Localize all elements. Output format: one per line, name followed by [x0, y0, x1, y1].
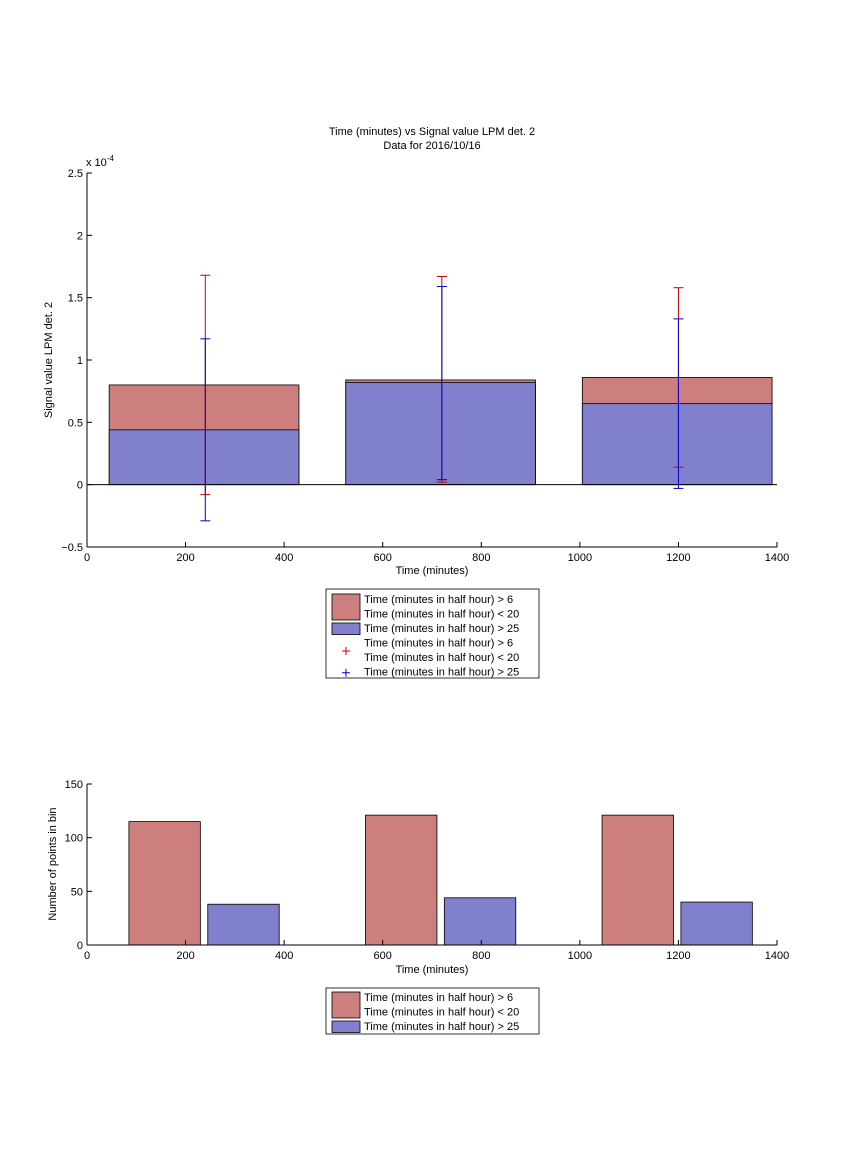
x-axis-label: Time (minutes)	[396, 964, 469, 976]
bar-series2	[680, 901, 753, 946]
x-tick-label: 200	[176, 950, 194, 962]
y-tick-label: 0	[77, 480, 83, 492]
bar-series2	[108, 429, 300, 486]
x-tick-label: 1200	[666, 552, 690, 564]
x-tick-label: 0	[84, 950, 90, 962]
legend-patch-series2	[331, 622, 361, 635]
legend-label: Time (minutes in half hour) > 25	[364, 1021, 519, 1033]
legend-box	[325, 987, 540, 1035]
x-axis-label: Time (minutes)	[396, 565, 469, 577]
legend-label: Time (minutes in half hour) > 6	[364, 638, 513, 650]
legend-patch-series2	[331, 1020, 361, 1033]
x-tick-label: 600	[374, 552, 392, 564]
y-exponent-base: x 10	[86, 157, 107, 169]
y-axis-label: Number of points in bin	[47, 807, 59, 920]
legend-patch-series1	[331, 593, 361, 621]
y-tick-label: 2	[77, 230, 83, 242]
x-tick-label: 400	[275, 950, 293, 962]
legend-label: Time (minutes in half hour) > 6	[364, 594, 513, 606]
legend-patch-series1	[331, 991, 361, 1019]
y-tick-label: 1.5	[68, 293, 83, 305]
x-tick-label: 600	[374, 950, 392, 962]
top-legend: Time (minutes in half hour) > 6 Time (min…	[325, 588, 540, 679]
bar-series2	[581, 403, 773, 486]
x-tick-label: 1400	[765, 552, 789, 564]
y-axis-label: Signal value LPM det. 2	[43, 302, 55, 418]
x-tick-label: 1400	[765, 950, 789, 962]
x-tick-label: 1000	[568, 552, 592, 564]
chart-subtitle: Data for 2016/10/16	[383, 140, 480, 152]
legend-label: Time (minutes in half hour) < 20	[364, 1007, 519, 1019]
legend-label: Time (minutes in half hour) > 6	[364, 992, 513, 1004]
y-exponent-power: -4	[107, 154, 115, 163]
x-tick-label: 400	[275, 552, 293, 564]
bottom-legend: Time (minutes in half hour) > 6 Time (min…	[325, 987, 540, 1035]
x-tick-label: 800	[472, 950, 490, 962]
x-tick-label: 800	[472, 552, 490, 564]
y-tick-label: 50	[71, 886, 83, 898]
count-chart: 0 200 400 600 800 1000 1200 1400 0 50 100 150 Time …	[47, 779, 790, 1035]
legend-label: Time (minutes in half hour) > 25	[364, 667, 519, 679]
x-tick-label: 200	[176, 552, 194, 564]
x-tick-label: 1000	[568, 950, 592, 962]
y-tick-label: 150	[65, 779, 83, 791]
chart-title: Time (minutes) vs Signal value LPM det. …	[329, 126, 535, 138]
bar-series2	[207, 903, 280, 946]
y-tick-label: 100	[65, 833, 83, 845]
bar-series2	[345, 382, 536, 486]
signal-chart: Time (minutes) vs Signal value LPM det. …	[43, 126, 789, 679]
legend-label: Time (minutes in half hour) < 20	[364, 609, 519, 621]
legend-box	[325, 588, 540, 679]
x-tick-label: 1200	[666, 950, 690, 962]
y-exponent-label: x 10-4	[86, 154, 114, 169]
y-tick-label: 0	[77, 940, 83, 952]
y-tick-label: −0.5	[61, 542, 83, 554]
bottom-plot-area: 0 200 400 600 800 1000 1200 1400 0 50 100 150	[65, 779, 790, 962]
bar-series1	[128, 821, 201, 946]
legend-label: Time (minutes in half hour) > 25	[364, 623, 519, 635]
x-tick-label: 0	[84, 552, 90, 564]
y-tick-label: 2.5	[68, 168, 83, 180]
y-tick-label: 0.5	[68, 417, 83, 429]
bar-series1	[601, 814, 674, 946]
bar-series1	[365, 814, 438, 946]
legend-label: Time (minutes in half hour) < 20	[364, 652, 519, 664]
top-plot-area: 0 200 400 600 800 1000 1200 1400−0.500.511.522.…	[61, 168, 789, 564]
y-tick-label: 1	[77, 355, 83, 367]
bar-series2	[443, 897, 517, 946]
